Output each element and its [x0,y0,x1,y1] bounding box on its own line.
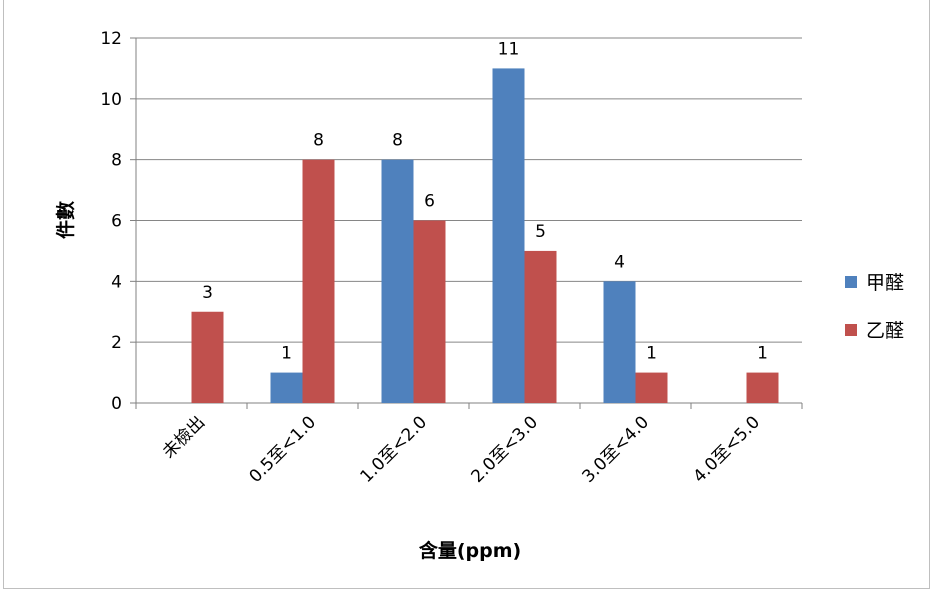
data-label: 11 [498,39,520,59]
y-tick-label: 2 [111,333,122,353]
y-tick-label: 12 [100,29,122,49]
y-axis-title: 件數 [54,201,77,239]
bar-acetaldehyde [635,372,668,403]
x-tick-label: 0.5至<1.0 [246,412,320,486]
data-label: 8 [313,131,324,151]
gridlines [130,37,803,409]
data-label: 4 [614,252,625,272]
y-axis-ticks: 0 2 4 6 8 10 12 [100,29,122,414]
data-label: 1 [281,344,292,364]
bar-formaldehyde [492,68,525,404]
data-label: 8 [392,131,403,151]
bar-formaldehyde [381,159,414,403]
bar-acetaldehyde [746,372,779,403]
bar-acetaldehyde [524,250,557,403]
bar-formaldehyde [603,281,636,403]
bars [191,68,779,404]
y-tick-label: 8 [111,151,122,171]
x-tick-label: 1.0至<2.0 [357,412,431,486]
data-label: 1 [757,344,768,364]
chart-frame [3,0,930,589]
x-tick-label: 3.0至<4.0 [579,412,653,486]
legend-label: 甲醛 [866,272,904,294]
legend-swatch [845,276,857,288]
y-tick-label: 10 [100,90,122,110]
data-label: 1 [646,344,657,364]
data-label: 5 [535,222,546,242]
x-tick-label: 2.0至<3.0 [468,412,542,486]
legend-swatch [845,324,857,336]
bar-acetaldehyde [191,311,224,403]
data-label: 6 [424,192,435,212]
y-tick-label: 6 [111,212,122,232]
x-axis-title: 含量(ppm) [419,539,521,562]
y-tick-label: 4 [111,272,122,292]
x-tick-label: 未檢出 [159,412,209,462]
x-axis-ticks: 未檢出 0.5至<1.0 1.0至<2.0 2.0至<3.0 3.0至<4.0 4.0至<… [159,412,764,486]
bar-acetaldehyde [413,220,446,403]
bar-formaldehyde [270,372,303,403]
bar-acetaldehyde [302,159,335,403]
legend-label: 乙醛 [866,320,904,342]
y-tick-label: 0 [111,394,122,414]
data-label: 3 [202,283,213,303]
x-tick-label: 4.0至<5.0 [690,412,764,486]
